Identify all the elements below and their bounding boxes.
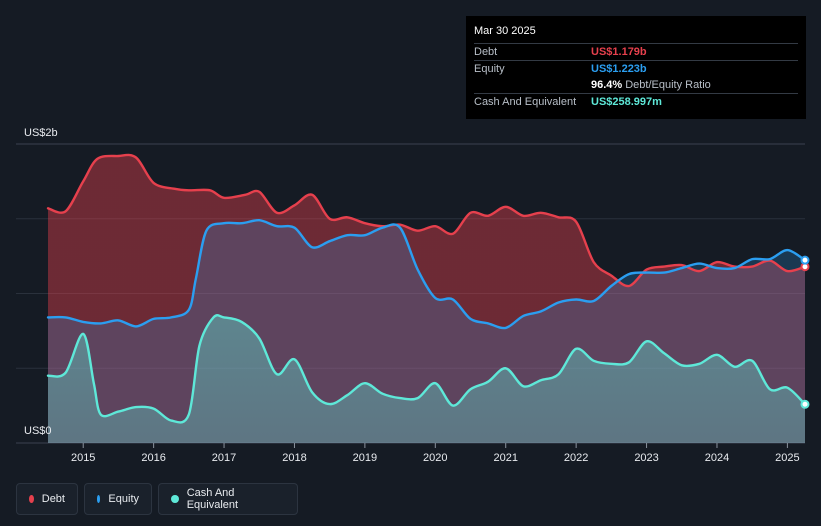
tooltip-ratio-spacer — [474, 77, 591, 93]
x-tick-label: 2021 — [493, 452, 517, 464]
x-tick-label: 2024 — [705, 452, 729, 464]
x-tick-label: 2017 — [212, 452, 236, 464]
x-tick-label: 2016 — [141, 452, 165, 464]
cash-and-equivalent-area — [48, 315, 805, 443]
tooltip-ratio-value: 96.4% — [591, 79, 623, 91]
x-tick-label: 2020 — [423, 452, 447, 464]
tooltip-equity-value: US$1.223b — [591, 63, 647, 75]
debt-line — [46, 153, 807, 288]
tooltip-cash-label: Cash And Equivalent — [474, 96, 577, 108]
series-lines — [46, 153, 810, 424]
legend-label-debt: Debt — [41, 493, 65, 505]
tooltip-ratio-label: Debt/Equity Ratio — [625, 79, 711, 91]
debt-legend-dot — [29, 495, 34, 503]
tooltip-date: Mar 30 2025 — [474, 25, 536, 37]
legend-item-debt[interactable]: Debt — [16, 483, 78, 515]
cash-legend-dot — [171, 495, 179, 503]
series-areas — [48, 154, 805, 443]
legend-label-equity: Equity — [108, 493, 139, 505]
tooltip-row-equity: Equity US$1.223b — [474, 60, 798, 77]
tooltip-equity-label: Equity — [474, 63, 505, 75]
x-tick-label: 2025 — [775, 452, 799, 464]
x-tick-label: 2022 — [564, 452, 588, 464]
y-tick-top: US$2b — [24, 127, 58, 139]
tooltip-row-debt: Debt US$1.179b — [474, 43, 798, 60]
cash-and-equivalent-endpoint — [800, 399, 810, 409]
tooltip-row-ratio: 96.4% Debt/Equity Ratio — [474, 77, 798, 93]
tooltip-cash-value: US$258.997m — [591, 96, 662, 108]
tooltip-debt-label: Debt — [474, 46, 498, 58]
equity-line — [46, 218, 807, 330]
equity-endpoint — [800, 255, 810, 265]
tooltip-panel: Mar 30 2025 Debt US$1.179b Equity US$1.2… — [466, 16, 806, 119]
x-tick-label: 2019 — [353, 452, 377, 464]
legend-item-equity[interactable]: Equity — [84, 483, 152, 515]
tooltip-row-cash: Cash And Equivalent US$258.997m — [474, 93, 798, 110]
x-tick-label: 2015 — [71, 452, 95, 464]
x-tick-label: 2023 — [634, 452, 658, 464]
cash-and-equivalent-line — [46, 314, 807, 424]
equity-legend-dot — [97, 495, 101, 503]
x-axis: 2015 2016 2017 2018 2019 2020 2021 2022 2023 2024… — [71, 443, 800, 464]
x-tick-label: 2018 — [282, 452, 306, 464]
legend-item-cash[interactable]: Cash And Equivalent — [158, 483, 298, 515]
tooltip-debt-value: US$1.179b — [591, 46, 647, 58]
legend-label-cash: Cash And Equivalent — [186, 487, 239, 511]
y-tick-bottom: US$0 — [24, 425, 52, 437]
